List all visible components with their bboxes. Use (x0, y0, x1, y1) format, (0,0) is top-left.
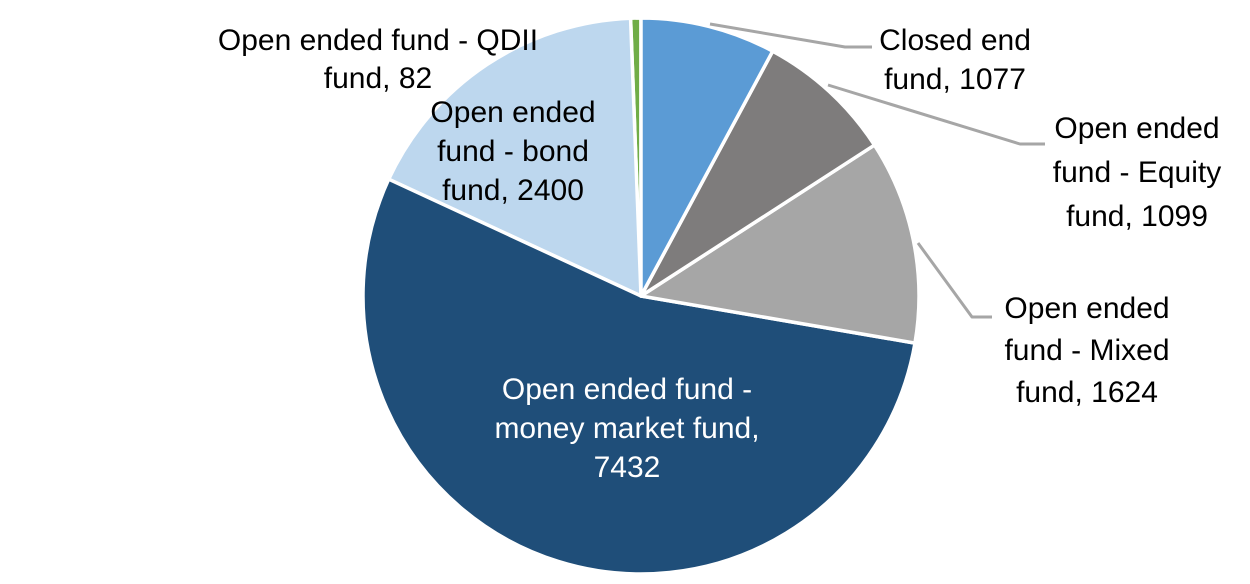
data-label-line: fund, 82 (323, 62, 433, 95)
data-label-line: fund - bond (437, 135, 589, 168)
data-label-line: money market fund, (494, 412, 760, 445)
data-label-closed-end-fund: Closed end fund, 1077 (879, 21, 1031, 99)
data-label-line: fund, 2400 (442, 174, 584, 207)
pie-slice-open-ended-fund-money-market-fund (361, 177, 917, 576)
data-label-line: Open ended fund - (501, 373, 753, 406)
leader-line-mixed-fund (916, 242, 992, 319)
data-label-qdii-fund: Open ended fund - QDII fund, 82 (218, 22, 538, 98)
data-label-equity-fund: Open ended fund - Equity fund, 1099 (1053, 107, 1221, 239)
pie-slice-open-ended-fund-bond-fund (386, 16, 643, 298)
data-label-line: fund, 1099 (1066, 200, 1208, 233)
data-label-line: fund, 1624 (1016, 376, 1158, 409)
data-label-line: fund - Equity (1052, 156, 1222, 189)
data-label-line: fund, 1077 (884, 63, 1026, 96)
data-label-line: fund - Mixed (1004, 334, 1170, 367)
data-label-line: Closed end (879, 24, 1031, 57)
pie-slice-open-ended-fund-mixed-fund (639, 143, 921, 345)
pie-slice-open-ended-fund-equity-fund (639, 49, 877, 298)
leader-line-closed-end-fund (709, 22, 872, 49)
data-label-line: 7432 (593, 451, 661, 484)
data-label-mixed-fund: Open ended fund - Mixed fund, 1624 (1004, 288, 1169, 414)
data-label-line: Open ended (1054, 112, 1220, 145)
data-label-bond-fund: Open ended fund - bond fund, 2400 (430, 93, 595, 210)
data-label-line: Open ended fund - QDII (217, 24, 539, 57)
pie-slice-closed-end-fund (639, 16, 775, 298)
data-label-line: Open ended (1004, 292, 1170, 325)
data-label-line: Open ended (430, 96, 596, 129)
data-label-money-market-fund: Open ended fund - money market fund, 743… (494, 370, 759, 487)
leader-line-equity-fund (827, 83, 1045, 146)
